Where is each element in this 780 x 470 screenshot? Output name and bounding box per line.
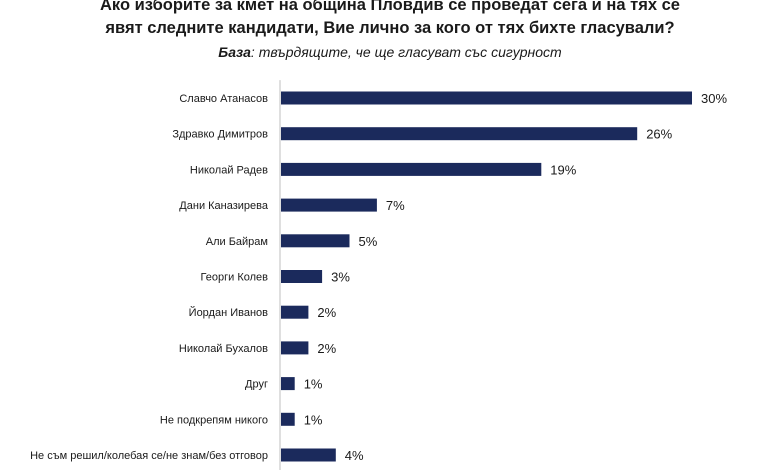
- bar: [281, 91, 692, 105]
- category-label: Здравко Димитров: [172, 129, 268, 141]
- value-label: 3%: [331, 270, 350, 285]
- bar: [281, 377, 295, 391]
- bar: [281, 448, 336, 462]
- bar: [281, 341, 309, 355]
- bar: [281, 412, 295, 426]
- chart-title-line-2: явят следните кандидати, Вие лично за ко…: [105, 19, 675, 37]
- value-label: 1%: [304, 377, 323, 392]
- value-label: 4%: [345, 448, 364, 463]
- category-label: Не подкрепям никого: [160, 414, 268, 426]
- category-label: Дани Каназирева: [179, 200, 269, 212]
- category-label: Николай Радев: [190, 164, 268, 176]
- value-label: 2%: [317, 305, 336, 320]
- value-label: 7%: [386, 198, 405, 213]
- value-label: 1%: [304, 412, 323, 427]
- category-label: Не съм решил/колебая се/не знам/без отго…: [30, 450, 268, 462]
- category-label: Георги Колев: [201, 272, 269, 284]
- chart-subtitle: База: твърдящите, че ще гласуват със сиг…: [0, 44, 780, 60]
- subtitle-base-label: База: [218, 44, 251, 60]
- category-label: Друг: [245, 379, 268, 391]
- bar: [281, 305, 309, 319]
- subtitle-text: : твърдящите, че ще гласуват със сигурно…: [250, 44, 562, 60]
- value-label: 2%: [317, 341, 336, 356]
- category-label: Николай Бухалов: [179, 343, 268, 355]
- value-label: 30%: [701, 91, 727, 106]
- bar: [281, 162, 542, 176]
- value-label: 26%: [646, 127, 672, 142]
- category-label: Славчо Атанасов: [179, 93, 268, 105]
- bar: [281, 270, 323, 283]
- category-label: Йордан Иванов: [189, 306, 268, 319]
- value-label: 5%: [359, 234, 378, 249]
- chart-title-line-1: Ако изборите за кмет на община Пловдив с…: [100, 0, 680, 14]
- bar: [281, 198, 377, 212]
- category-label: Али Байрам: [206, 236, 268, 248]
- value-label: 19%: [550, 162, 576, 177]
- bar: [281, 127, 638, 141]
- bar: [281, 234, 350, 248]
